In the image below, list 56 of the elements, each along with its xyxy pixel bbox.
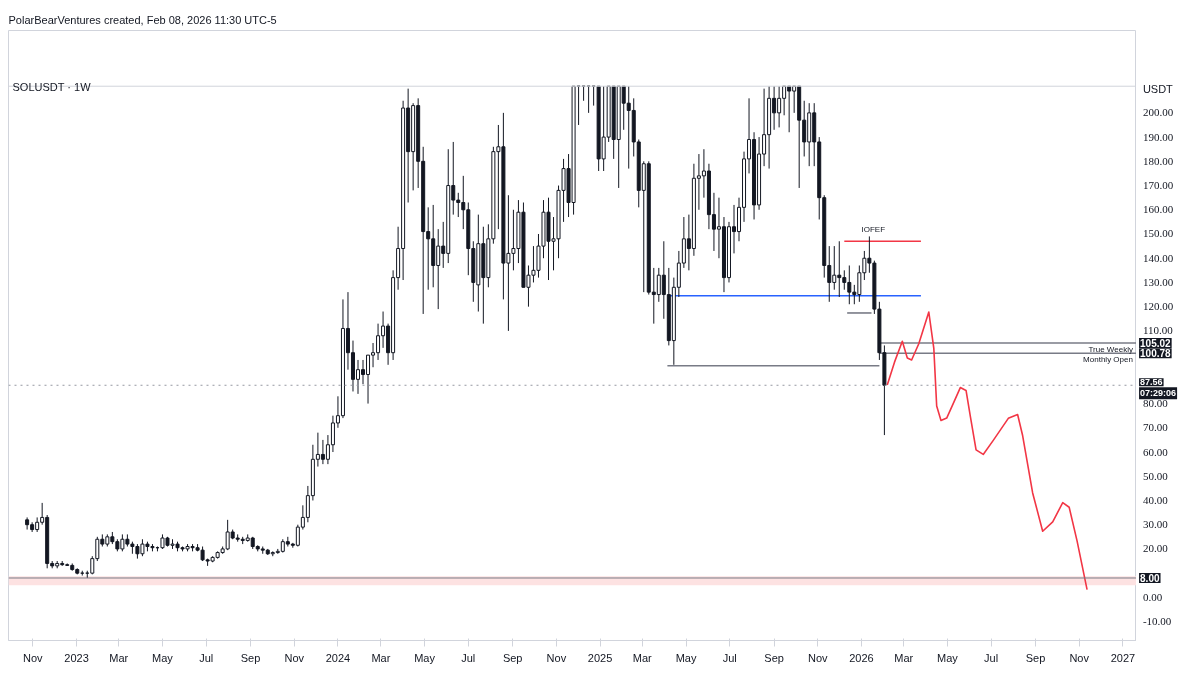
x-tick-label: 2026 <box>849 651 874 664</box>
data-label: 105.02 <box>1140 337 1172 349</box>
y-tick-label: 70.00 <box>1142 421 1169 434</box>
x-tick-label: Nov <box>808 651 829 664</box>
x-tick-label: Sep <box>1025 651 1046 664</box>
x-tick-label: Nov <box>1069 651 1090 664</box>
y-tick-label: 110.00 <box>1142 324 1174 337</box>
y-tick-label: 180.00 <box>1142 154 1174 167</box>
x-tick-label: Sep <box>502 651 523 664</box>
y-axis-title: USDT <box>1142 82 1174 95</box>
x-tick-label: 2025 <box>587 651 613 664</box>
y-tick-label: 30.00 <box>1142 518 1169 531</box>
text: PolarBearVentures created, Feb 08, 2026 11:30 UTC-5 <box>8 13 277 26</box>
y-tick-label: 20.00 <box>1142 542 1169 555</box>
x-tick-label: Jul <box>199 651 214 664</box>
x-tick-label: May <box>414 651 436 664</box>
x-tick-label: Mar <box>109 651 129 664</box>
x-tick-label: May <box>675 651 697 664</box>
y-tick-label: 40.00 <box>1142 493 1169 506</box>
y-tick-label: 170.00 <box>1142 179 1174 192</box>
x-tick-label: Sep <box>240 651 261 664</box>
x-tick-label: Jul <box>984 651 999 664</box>
x-tick-label: 2023 <box>64 651 89 664</box>
x-tick-label: Sep <box>764 651 784 664</box>
y-tick-label: 80.00 <box>1142 397 1169 410</box>
x-tick-label: Nov <box>23 651 44 664</box>
x-tick-label: Nov <box>284 651 305 664</box>
x-tick-label: Nov <box>546 651 567 664</box>
y-tick-label: 50.00 <box>1142 469 1169 482</box>
x-tick-label: Mar <box>632 651 653 664</box>
y-tick-label: 0.00 <box>1142 590 1163 603</box>
y-tick-label: 200.00 <box>1142 106 1174 119</box>
annotation: Monthly Open <box>1083 355 1133 365</box>
y-tick-label: -10.00 <box>1142 615 1172 628</box>
x-tick-label: Jul <box>461 651 476 664</box>
y-tick-label: 190.00 <box>1142 130 1174 143</box>
y-tick-label: 160.00 <box>1142 203 1174 216</box>
x-tick-label: Mar <box>894 651 914 664</box>
ref-line-label: 87.56 07:29:06 <box>1140 377 1177 399</box>
data-label: 100.78 <box>1140 348 1172 360</box>
y-tick-label: 130.00 <box>1142 275 1174 288</box>
x-tick-label: May <box>152 651 174 664</box>
x-tick-label: May <box>937 651 959 664</box>
y-tick-label: 150.00 <box>1142 227 1174 240</box>
x-tick-label: Jul <box>722 651 737 664</box>
text: SOLUSDT · 1W <box>12 80 92 93</box>
annotation: True Weekly <box>1088 344 1133 354</box>
y-tick-label: 60.00 <box>1142 445 1169 458</box>
x-tick-label: Mar <box>371 651 391 664</box>
annotation: IOFEF <box>861 225 886 235</box>
ref-line-label: 8.00 <box>1140 573 1160 584</box>
x-tick-label: 2027 <box>1110 651 1136 664</box>
y-tick-label: 120.00 <box>1142 300 1174 313</box>
y-tick-label: 140.00 <box>1142 251 1174 264</box>
x-tick-label: 2024 <box>325 651 351 664</box>
candlestick <box>25 516 30 531</box>
